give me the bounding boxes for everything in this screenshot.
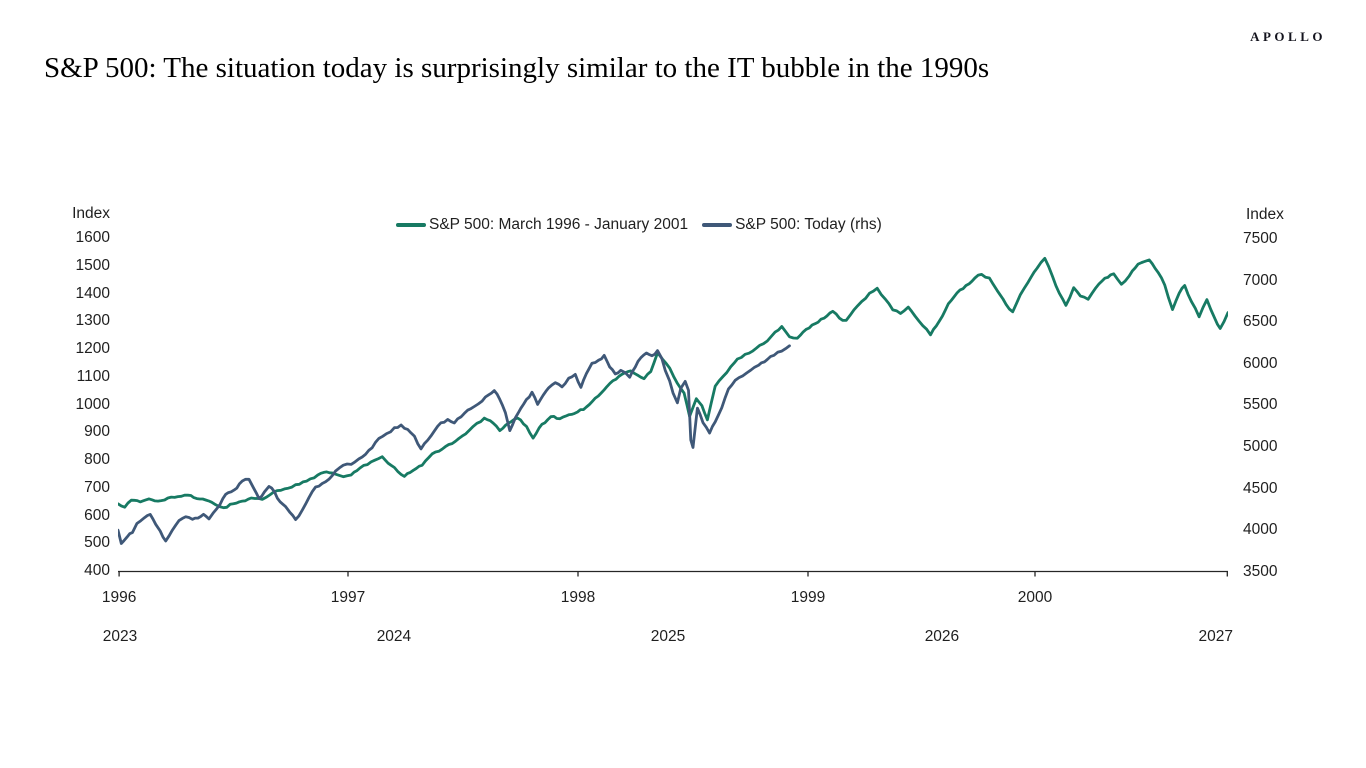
apollo-logo: APOLLO (1250, 29, 1326, 44)
axis-tick-label: 1500 (75, 256, 110, 274)
series-line-today (116, 344, 791, 545)
axis-tick-label: 500 (84, 534, 110, 552)
axis-tick-label: 1000 (75, 395, 110, 413)
axis-tick-label: 700 (84, 478, 110, 496)
axis-tick-label: 5500 (1243, 396, 1278, 414)
series-line-1996-2001 (116, 256, 1230, 510)
legend-label: S&P 500: March 1996 - January 2001 (429, 216, 689, 233)
axis-tick-label: 1600 (75, 229, 110, 246)
year-label-1996: 1996 (101, 589, 137, 606)
axis-tick-label: 4500 (1243, 479, 1278, 497)
axis-tick-label: 7000 (1243, 271, 1278, 289)
x-axis-line (118, 570, 1228, 577)
chart-plot-area (116, 230, 1230, 580)
axis-tick-label: 800 (84, 451, 110, 468)
year-label-2026: 2026 (924, 628, 960, 645)
axis-tick-label: 7500 (1243, 230, 1278, 247)
year-label-1998: 1998 (560, 589, 596, 606)
axis-tick-label: 3500 (1243, 562, 1278, 580)
chart-legend: S&P 500: March 1996 - January 2001 S&P 5… (396, 213, 896, 237)
axis-tick-label: 400 (84, 562, 110, 579)
axis-tick-label: 1100 (76, 367, 110, 385)
year-label-2023: 2023 (102, 628, 138, 645)
year-label-2024: 2024 (376, 628, 412, 645)
chart-title: S&P 500: The situation today is surprisi… (44, 52, 990, 84)
year-label-1999: 1999 (790, 589, 826, 606)
legend-line-swatch-blue (702, 223, 733, 227)
axis-tick-label: 6000 (1243, 354, 1278, 372)
axis-tick-label: 1200 (75, 340, 110, 357)
right-axis-title: Index (1246, 206, 1284, 223)
year-label-2027: 2027 (1198, 628, 1234, 645)
axis-tick-label: 1300 (75, 312, 110, 330)
axis-tick-label: 6500 (1243, 313, 1278, 331)
year-label-2000: 2000 (1017, 589, 1053, 606)
axis-tick-label: 900 (84, 423, 110, 441)
year-label-2025: 2025 (650, 628, 686, 645)
left-axis-title: Index (72, 205, 110, 222)
legend-item-1996-2001: S&P 500: March 1996 - January 2001 (396, 216, 688, 234)
axis-tick-label: 1400 (75, 284, 110, 302)
axis-tick-label: 5000 (1243, 438, 1278, 455)
chart-canvas (116, 256, 1230, 577)
legend-item-today: S&P 500: Today (rhs) (702, 216, 882, 234)
axis-tick-label: 4000 (1243, 521, 1278, 539)
year-label-1997: 1997 (330, 589, 366, 606)
axis-tick-label: 600 (84, 506, 110, 524)
legend-line-swatch-green (396, 223, 426, 227)
legend-label: S&P 500: Today (rhs) (735, 216, 882, 233)
